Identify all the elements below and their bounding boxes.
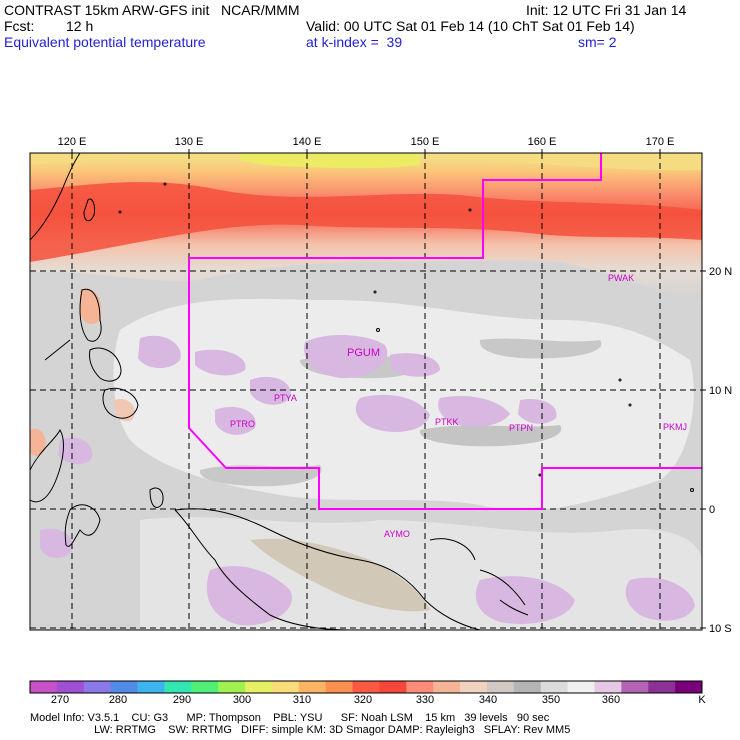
colorbar-swatch (245, 681, 273, 693)
station-label: PGUM (347, 347, 380, 359)
station-label: AYMO (384, 529, 410, 539)
colorbar-swatch (486, 681, 515, 693)
lon-axis: 120 E 130 E 140 E 150 E 160 E 170 E (58, 136, 675, 153)
coastlines (30, 153, 694, 630)
station-label: PTYA (274, 393, 297, 403)
station-label: PTRO (230, 419, 255, 429)
colorbar-swatch (433, 681, 461, 693)
colorbar-frame (29, 680, 703, 694)
colorbar-label: 330 (416, 694, 434, 706)
colorbar-swatch (567, 681, 595, 693)
model-info-line2: LW: RRTMG SW: RRTMG DIFF: simple KM: 3D … (30, 724, 571, 736)
colorbar-swatch (540, 681, 569, 693)
colorbar-swatch (325, 681, 354, 693)
colorbar-swatch (83, 681, 112, 693)
lat-label-20n: 20 N (709, 266, 732, 278)
lon-label-140e: 140 E (293, 136, 322, 148)
colorbar-labels: 270 280 290 300 310 320 330 340 350 360 … (51, 694, 707, 706)
colorbar-label: 320 (354, 694, 372, 706)
colorbar-swatch (30, 681, 58, 693)
lon-label-160e: 160 E (528, 136, 557, 148)
colorbar-swatch (110, 681, 139, 693)
model-info-line1: Model Info: V3.5.1 CU: G3 MP: Thompson P… (30, 712, 550, 724)
colorbar-swatch (298, 681, 327, 693)
valid-time: Valid: 00 UTC Sat 01 Feb 14 (10 ChT Sat … (306, 18, 635, 34)
level-info: at k-index = 39 (306, 34, 403, 50)
colorbar-label: 360 (602, 694, 620, 706)
init-time: Init: 12 UTC Fri 31 Jan 14 (526, 2, 687, 18)
colorbar-swatch (648, 681, 676, 693)
lat-label-equator: 0 (709, 504, 715, 516)
graticule (30, 153, 702, 630)
colorbar-swatch (675, 681, 703, 693)
colorbar (29, 680, 703, 694)
lat-axis: 20 N 10 N 0 10 S (702, 266, 732, 635)
colorbar-unit: K (698, 694, 706, 706)
colorbar-swatch (379, 681, 407, 693)
colorbar-swatch (460, 681, 488, 693)
station-label: PKMJ (663, 422, 687, 432)
smoothing-info: sm= 2 (578, 34, 617, 50)
colorbar-label: 270 (51, 694, 69, 706)
map-frame (29, 152, 703, 631)
colorbar-swatch (406, 681, 434, 693)
domain-boundary (188, 153, 702, 510)
lat-label-10s: 10 S (709, 623, 732, 635)
stations: PWAK PGUM PTYA PTRO PTKK PTPN PKMJ AYMO (230, 273, 687, 539)
station-label: PTPN (509, 423, 533, 433)
colorbar-swatch (594, 681, 622, 693)
lon-label-170e: 170 E (646, 136, 675, 148)
field-name: Equivalent potential temperature (4, 34, 206, 50)
colorbar-swatch (56, 681, 85, 693)
station-label: PWAK (608, 273, 634, 283)
colorbar-label: 290 (173, 694, 191, 706)
colorbar-label: 300 (233, 694, 251, 706)
colorbar-swatch (352, 681, 380, 693)
colorbar-swatch (137, 681, 165, 693)
station-label: PTKK (435, 417, 459, 427)
colorbar-label: 310 (293, 694, 311, 706)
colorbar-swatch (191, 681, 219, 693)
colorbar-label: 280 (109, 694, 127, 706)
forecast-hour: 12 h (66, 18, 94, 34)
colorbar-swatch (621, 681, 649, 693)
lat-label-10n: 10 N (709, 385, 732, 397)
colorbar-swatch (218, 681, 246, 693)
colorbar-swatch (513, 681, 542, 693)
plot-title: CONTRAST 15km ARW-GFS init NCAR/MMM (4, 2, 300, 18)
lon-label-150e: 150 E (411, 136, 440, 148)
lon-label-120e: 120 E (58, 136, 87, 148)
colorbar-swatch (271, 681, 300, 693)
colorbar-label: 350 (542, 694, 560, 706)
lon-label-130e: 130 E (175, 136, 204, 148)
forecast-label: Fcst: (4, 18, 35, 34)
theta-e-field (30, 153, 702, 630)
colorbar-swatch (164, 681, 192, 693)
colorbar-label: 340 (479, 694, 497, 706)
